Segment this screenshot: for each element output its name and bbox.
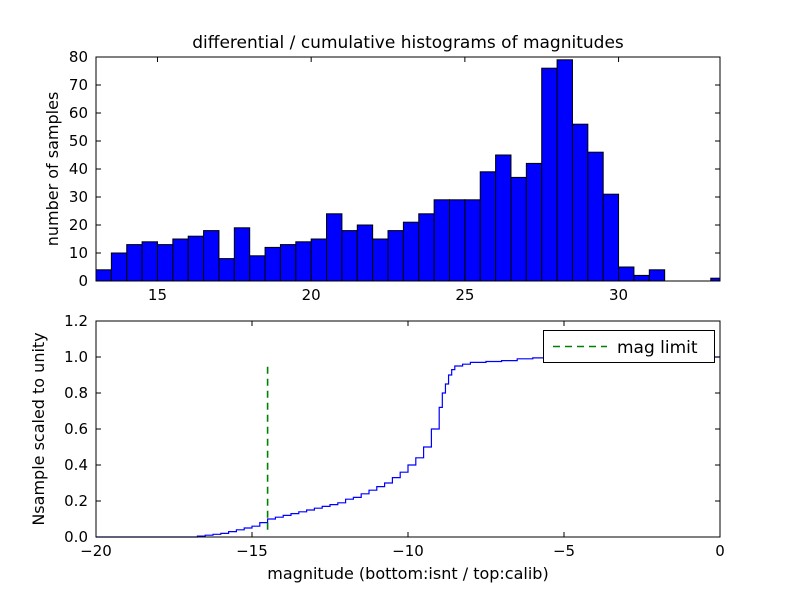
bottom-plot-axes-frame	[95, 320, 721, 538]
top-plot-axes-frame	[95, 56, 721, 282]
histogram-bar	[372, 238, 389, 281]
bottom-ylabel: Nsample scaled to unity	[29, 332, 48, 525]
histogram-bar	[96, 269, 112, 281]
top-plot-ytick-label: 30	[69, 188, 88, 206]
histogram-bar	[587, 151, 604, 281]
bottom-plot-ytick-label: 0.6	[64, 420, 88, 438]
bottom-plot-xtick-label: −10	[392, 542, 424, 560]
bottom-plot-ytick-label: 1.0	[64, 348, 88, 366]
bottom-plot-ytick-label: 0.4	[64, 456, 88, 474]
histogram-bar	[556, 59, 573, 281]
histogram-bar	[387, 230, 404, 281]
histogram-bar	[541, 67, 558, 281]
histogram-bar	[710, 277, 720, 281]
histogram-bar	[464, 199, 481, 281]
top-histogram	[96, 59, 720, 281]
histogram-bar	[203, 230, 220, 281]
bottom-xlabel: magnitude (bottom:isnt / top:calib)	[267, 564, 548, 583]
histogram-bar	[633, 274, 650, 281]
histogram-bar	[618, 266, 635, 281]
top-plot-xtick-label: 20	[302, 286, 321, 304]
bottom-plot-ytick-label: 0.2	[64, 492, 88, 510]
histogram-bar	[571, 123, 589, 281]
top-plot-xtick-label: 30	[609, 286, 628, 304]
histogram-bar	[341, 230, 358, 281]
histogram-bar	[295, 241, 312, 281]
legend-label: mag limit	[617, 338, 698, 358]
top-plot-ytick-label: 20	[69, 216, 88, 234]
bottom-plot-xtick-label: −20	[80, 542, 112, 560]
top-plot-ytick-label: 60	[69, 104, 88, 122]
bottom-plot-xtick-label: 0	[715, 542, 725, 560]
top-plot-ytick-label: 10	[69, 244, 88, 262]
histogram-bar	[249, 255, 266, 281]
top-plot-xtick-label: 15	[148, 286, 167, 304]
histogram-bar	[402, 221, 420, 281]
cumulative-line	[96, 356, 720, 538]
histogram-bar	[525, 162, 543, 281]
top-plot-ytick-label: 40	[69, 160, 88, 178]
top-ylabel: number of samples	[43, 92, 62, 247]
histogram-bar	[448, 199, 466, 281]
histogram-bar	[218, 258, 235, 281]
histogram-bar	[356, 224, 374, 281]
bottom-plot-ytick-label: 1.2	[64, 312, 88, 330]
histogram-bar	[279, 244, 297, 281]
histogram-bar	[141, 241, 158, 281]
histogram-bar	[126, 244, 143, 281]
bottom-plot-xtick-label: −15	[236, 542, 268, 560]
histogram-bar	[495, 154, 512, 281]
histogram-bar	[156, 244, 174, 281]
histogram-bar	[648, 269, 666, 281]
top-plot-ytick-label: 50	[69, 132, 88, 150]
histogram-bar	[326, 213, 343, 281]
histogram-bar	[602, 193, 620, 281]
histogram-bar	[433, 199, 450, 281]
top-plot-ytick-label: 70	[69, 76, 88, 94]
legend	[543, 330, 715, 363]
top-plot-title: differential / cumulative histograms of …	[192, 33, 624, 53]
histogram-bar	[233, 227, 251, 281]
top-plot-ytick-label: 80	[69, 48, 88, 66]
bottom-plot-ytick-label: 0.0	[64, 528, 88, 546]
histogram-bar	[110, 252, 128, 281]
top-plot-xtick-label: 25	[455, 286, 474, 304]
histogram-bar	[172, 238, 189, 281]
bottom-plot-ytick-label: 0.8	[64, 384, 88, 402]
histogram-bar	[264, 246, 281, 281]
histogram-bar	[510, 176, 527, 281]
histogram-bar	[310, 238, 328, 281]
histogram-bar	[479, 171, 497, 281]
histogram-bar	[187, 235, 205, 281]
top-plot-ytick-label: 0	[78, 272, 88, 290]
bottom-plot-xtick-label: −5	[553, 542, 575, 560]
histogram-bar	[418, 213, 435, 281]
